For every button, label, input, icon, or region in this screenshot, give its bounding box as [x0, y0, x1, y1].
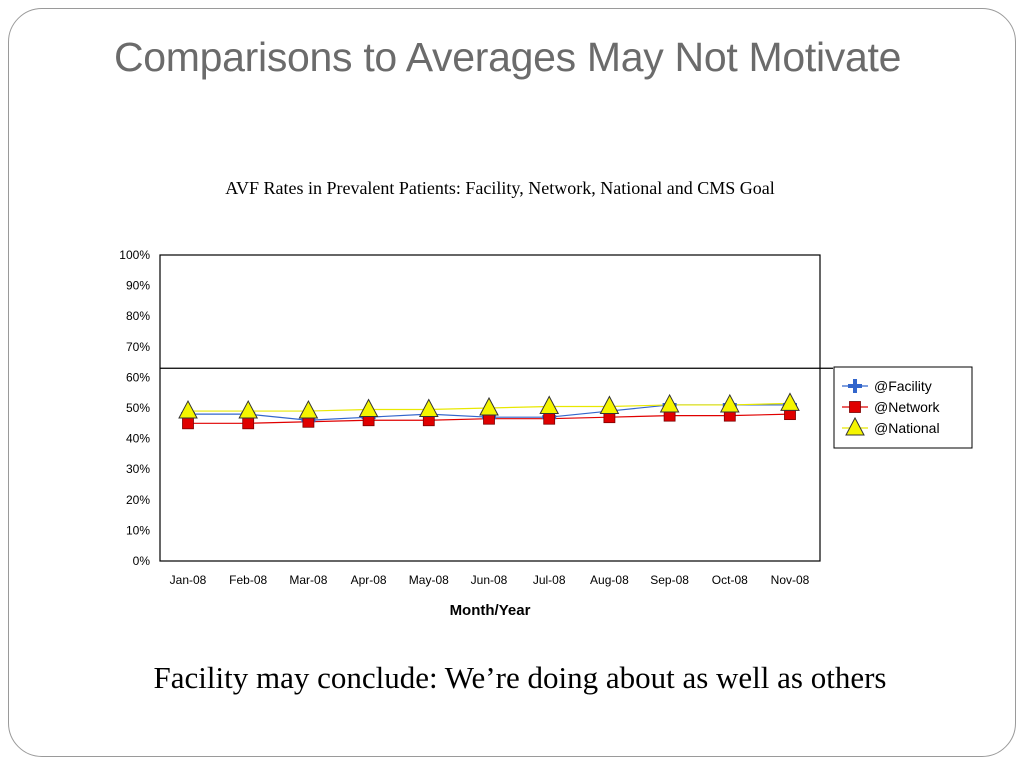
y-tick-label: 100% [119, 248, 150, 262]
y-tick-label: 30% [126, 462, 150, 476]
legend-marker [849, 401, 861, 413]
y-tick-label: 80% [126, 309, 150, 323]
data-point-national [298, 399, 319, 419]
slide-footer-text: Facility may conclude: We’re doing about… [153, 660, 887, 695]
legend-label: @Network [874, 399, 941, 415]
y-tick-label: 90% [126, 279, 150, 293]
y-tick-label: 0% [133, 554, 151, 568]
y-tick-label: 20% [126, 493, 150, 507]
legend-marker [845, 416, 865, 436]
x-tick-label: Jan-08 [170, 573, 207, 587]
x-tick-label: Apr-08 [351, 573, 387, 587]
data-point-national [780, 392, 800, 411]
x-tick-label: Sep-08 [650, 573, 689, 587]
data-point-national [599, 395, 620, 414]
y-tick-label: 60% [126, 370, 150, 384]
y-tick-label: 10% [126, 523, 150, 537]
legend-marker [848, 379, 862, 393]
data-point-national [659, 393, 680, 413]
legend-label: @National [874, 420, 940, 436]
x-tick-label: Feb-08 [229, 573, 267, 587]
data-point-national [238, 399, 259, 419]
x-tick-label: Oct-08 [712, 573, 748, 587]
x-axis-label: Month/Year [450, 602, 531, 619]
chart-title: AVF Rates in Prevalent Patients: Facilit… [225, 178, 775, 198]
x-tick-label: May-08 [409, 573, 449, 587]
slide-title: Comparisons to Averages May Not Motivate [114, 34, 902, 80]
data-point-national [719, 393, 740, 413]
y-tick-label: 70% [126, 340, 150, 354]
data-point-network [182, 417, 194, 430]
y-tick-label: 40% [126, 432, 150, 446]
x-tick-label: Jul-08 [533, 573, 566, 587]
data-point-network [242, 417, 255, 430]
x-tick-label: Aug-08 [590, 573, 629, 587]
x-tick-label: Nov-08 [771, 573, 810, 587]
data-point-national [178, 399, 198, 419]
legend-label: @Facility [874, 378, 932, 394]
x-tick-label: Jun-08 [471, 573, 508, 587]
data-point-national [418, 398, 439, 418]
data-point-national [358, 398, 379, 418]
y-tick-label: 50% [126, 401, 150, 415]
line-chart: 0% 10% 20% 30% 40% 50% 60% 70% 80% 90% 100% Jan-08 F… [119, 248, 973, 619]
x-tick-label: Mar-08 [289, 573, 327, 587]
data-point-national [539, 395, 560, 414]
data-point-national [479, 396, 499, 416]
data-point-network [543, 412, 556, 425]
